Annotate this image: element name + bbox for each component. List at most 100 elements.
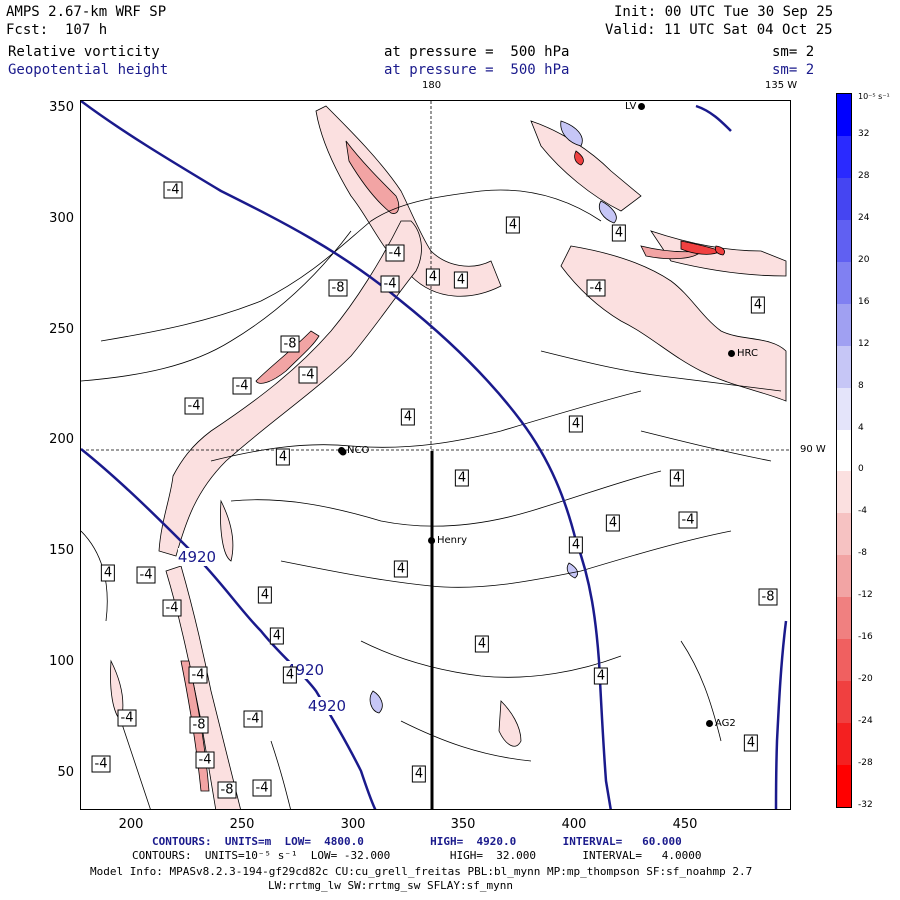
colorbar-cell [837, 345, 851, 389]
vort-small-1 [498, 700, 522, 747]
y-tick: 250 [49, 322, 74, 337]
footer-contours-vorticity: CONTOURS: UNITS=10⁻⁵ s⁻¹ LOW= -32.000 HI… [132, 849, 702, 862]
vort-label: 4 [611, 224, 627, 242]
height-4920-left [81, 448, 377, 809]
vort-label: -4 [243, 710, 263, 728]
colorbar-cell [837, 429, 851, 472]
vort-pos-4 [598, 200, 617, 224]
lon-135w-label: 135 W [765, 80, 798, 91]
colorbar-label: 24 [858, 212, 870, 223]
vort-label: 4 [743, 734, 759, 752]
vort-band-ne [560, 245, 787, 402]
vort-label: 4 [750, 296, 766, 314]
vorticity-positive [369, 120, 617, 714]
vort-label: 4 [605, 514, 621, 532]
vort-max-1 [574, 150, 584, 166]
vort-label: 4 [593, 667, 609, 685]
height-4920-top-right [695, 104, 732, 132]
vorticity-shading [110, 105, 787, 809]
valid-time: Valid: 11 UTC Sat 04 Oct 25 [605, 22, 833, 38]
colorbar-label: 16 [858, 296, 870, 307]
vort-label: 4 [669, 469, 685, 487]
map-plot-area[interactable] [80, 100, 791, 810]
x-tick: 200 [118, 817, 144, 832]
lat-90w-label: 90 W [800, 444, 826, 455]
vort-label: -4 [298, 366, 318, 384]
colorbar-cell [837, 219, 851, 263]
vorticity-intense [574, 150, 725, 256]
vort-max-3 [715, 245, 725, 256]
vort-label: -4 [163, 181, 183, 199]
colorbar-cell [837, 303, 851, 347]
colorbar-label: 32 [858, 128, 870, 139]
init-time: Init: 00 UTC Tue 30 Sep 25 [614, 4, 834, 20]
y-tick: 300 [49, 211, 74, 226]
x-tick: 350 [450, 817, 476, 832]
field2-level: at pressure = 500 hPa [384, 62, 570, 78]
station-label: Henry [437, 535, 468, 546]
vort-label: -4 [195, 751, 215, 769]
station-dot [638, 102, 646, 110]
colorbar-cell [837, 471, 851, 514]
vort-label: 4 [275, 448, 291, 466]
station-label: LV [625, 101, 637, 112]
colorbar-label: -32 [858, 800, 873, 810]
colorbar-cell [837, 387, 851, 431]
colorbar-label: 12 [858, 338, 870, 349]
vort-label: -4 [184, 397, 204, 415]
colorbar-cell [837, 135, 851, 179]
vort-label: -4 [252, 779, 272, 797]
colorbar-units: 10⁻⁵ s⁻¹ [858, 92, 890, 101]
vort-small-2 [220, 499, 234, 562]
vort-core-diag [255, 330, 320, 384]
colorbar-label: -4 [858, 506, 867, 517]
x-tick: 450 [672, 817, 698, 832]
height-4920-right [774, 620, 788, 809]
vort-label: 4 [568, 415, 584, 433]
colorbar-label: 4 [858, 422, 864, 433]
footer-contours-height: CONTOURS: UNITS=m LOW= 4800.0 HIGH= 4920… [152, 835, 682, 848]
colorbar-cell [837, 765, 851, 808]
vort-label: -4 [232, 377, 252, 395]
vort-label: 4 [411, 765, 427, 783]
colorbar-cell [837, 94, 851, 137]
colorbar-label: 20 [858, 254, 870, 265]
colorbar-cell [837, 681, 851, 724]
height-label: 4920 [307, 697, 347, 715]
colorbar-cell [837, 513, 851, 556]
vort-core-top [345, 140, 400, 214]
station-ag2: AG2 [706, 718, 736, 729]
vort-label: -8 [758, 588, 778, 606]
colorbar-cell [837, 555, 851, 598]
vort-label: -8 [189, 716, 209, 734]
vort-pos-3 [560, 120, 583, 147]
vort-pos-1 [369, 690, 383, 714]
vort-label: 4 [425, 268, 441, 286]
forecast-hour: Fcst: 107 h [6, 22, 108, 38]
station-hrc: HRC [728, 348, 758, 359]
vort-band-top-left [315, 105, 502, 297]
map-canvas [81, 101, 790, 809]
station-nco: NCO [338, 445, 369, 456]
footer-model-info-2: LW:rrtmg_lw SW:rrtmg_sw SFLAY:sf_mynn [268, 879, 514, 892]
station-label: AG2 [715, 718, 736, 729]
colorbar-label: 28 [858, 170, 870, 181]
y-tick: 200 [49, 432, 74, 447]
lon-180-label: 180 [422, 80, 442, 91]
vort-label: -4 [162, 599, 182, 617]
station-dot [706, 719, 713, 727]
x-tick: 300 [340, 817, 366, 832]
vort-patch-ne-top [530, 120, 642, 212]
field2-smoothing: sm= 2 [772, 62, 815, 78]
field1-name: Relative vorticity [8, 44, 160, 60]
vort-label: 4 [505, 216, 521, 234]
vort-label: 4 [400, 408, 416, 426]
colorbar-label: -28 [858, 758, 873, 769]
vort-label: -4 [385, 244, 405, 262]
colorbar [836, 93, 852, 808]
y-tick: 150 [49, 543, 74, 558]
colorbar-label: 0 [858, 464, 864, 475]
vort-pos-2 [566, 562, 578, 579]
vort-label: 4 [454, 469, 470, 487]
station-label: HRC [737, 348, 758, 359]
